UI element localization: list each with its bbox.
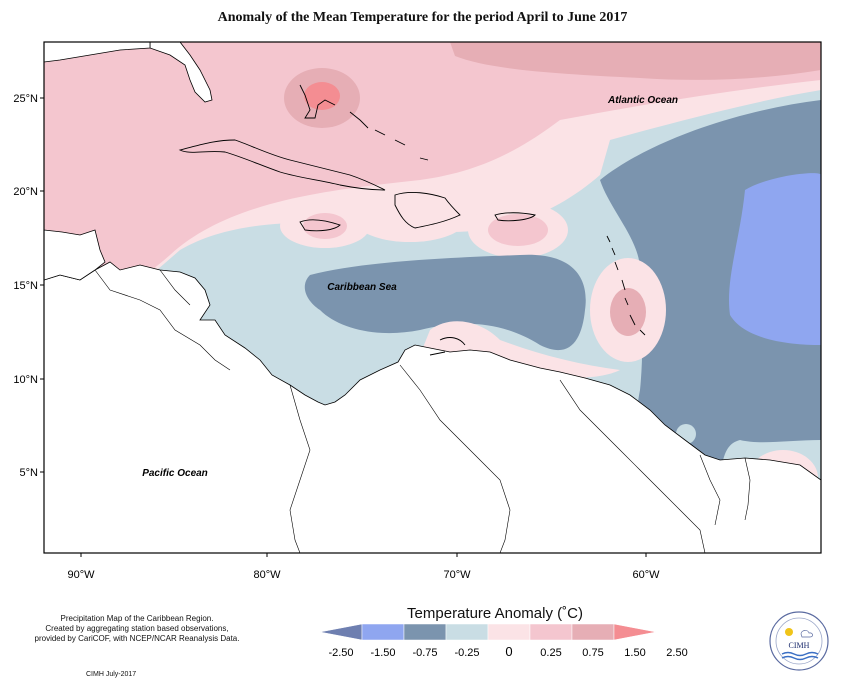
logo-text: CIMH bbox=[789, 641, 810, 650]
map-frame bbox=[43, 41, 822, 554]
legend-swatch bbox=[487, 623, 531, 641]
lat-tick-label: 15°N bbox=[13, 280, 38, 292]
temperature-anomaly-map: Atlantic Ocean Caribbean Sea Pacific Oce… bbox=[13, 41, 822, 581]
legend-title: Temperature Anomaly (˚C) bbox=[407, 605, 583, 622]
island-cuba bbox=[178, 139, 386, 191]
land-mainland bbox=[44, 261, 821, 553]
legend-swatch bbox=[403, 623, 447, 641]
wave-icon bbox=[781, 651, 819, 657]
legend-tick-label: -1.50 bbox=[370, 647, 395, 659]
land-florida bbox=[149, 42, 213, 103]
legend-tick-label: 2.50 bbox=[666, 647, 687, 659]
legend-swatch bbox=[319, 623, 363, 641]
cimh-logo: CIMH bbox=[769, 611, 829, 671]
border-colombia-venezuela bbox=[399, 364, 511, 554]
lat-tick-label: 5°N bbox=[20, 467, 39, 479]
footer-line: Precipitation Map of the Caribbean Regio… bbox=[60, 614, 214, 623]
lon-axis: 90°W 80°W 70°W 60°W bbox=[67, 553, 660, 581]
legend-tick-label: -0.25 bbox=[454, 647, 479, 659]
island-turks-caicos bbox=[349, 111, 429, 161]
border-suriname-guiana bbox=[744, 457, 751, 521]
legend-tick-label: 1.50 bbox=[624, 647, 645, 659]
label-atlantic-ocean: Atlantic Ocean bbox=[607, 95, 678, 106]
label-pacific-ocean: Pacific Ocean bbox=[142, 468, 208, 479]
country-borders bbox=[94, 269, 751, 554]
lon-tick-label: 80°W bbox=[253, 569, 281, 581]
logo-ring bbox=[769, 611, 829, 671]
legend-ticks: -2.50 -1.50 -0.75 -0.25 0 0.25 0.75 1.50 2.50 bbox=[328, 644, 687, 659]
legend-tick-label: 0 bbox=[505, 644, 512, 659]
lat-tick-label: 25°N bbox=[13, 93, 38, 105]
lon-tick-label: 90°W bbox=[67, 569, 95, 581]
legend-swatch bbox=[445, 623, 489, 641]
legend-color-bar bbox=[319, 623, 657, 641]
lon-tick-label: 60°W bbox=[632, 569, 660, 581]
anomaly-ne-warm bbox=[450, 42, 821, 80]
footer-note: Precipitation Map of the Caribbean Regio… bbox=[12, 614, 262, 644]
footer-line: provided by CariCOF, with NCEP/NCAR Rean… bbox=[34, 634, 240, 643]
legend-swatch bbox=[529, 623, 573, 641]
legend-swatch bbox=[571, 623, 615, 641]
island-hispaniola bbox=[394, 191, 461, 229]
footer-line: Created by aggregating station based obs… bbox=[45, 624, 229, 633]
legend-tick-label: 0.75 bbox=[582, 647, 603, 659]
island-abc bbox=[429, 337, 466, 356]
lat-tick-label: 20°N bbox=[13, 186, 38, 198]
island-bahamas bbox=[299, 84, 336, 119]
anomaly-atlantic-coldest bbox=[728, 173, 821, 345]
sun-icon bbox=[785, 628, 793, 636]
border-guyana-suriname bbox=[699, 454, 721, 526]
land-yucatan bbox=[44, 229, 106, 281]
anomaly-lesser-antilles-core bbox=[610, 288, 646, 336]
wave-icon bbox=[781, 655, 819, 661]
legend-tick-label: 0.25 bbox=[540, 647, 561, 659]
anomaly-bahamas-core bbox=[304, 82, 340, 110]
lat-axis: 25°N 20°N 15°N 10°N 5°N bbox=[13, 93, 44, 479]
label-caribbean-sea: Caribbean Sea bbox=[327, 282, 397, 293]
anomaly-puertorico-core bbox=[488, 214, 548, 246]
footer-credit: CIMH July-2017 bbox=[86, 671, 137, 678]
anomaly-caribbean-cold bbox=[304, 254, 586, 351]
legend-swatch bbox=[361, 623, 405, 641]
legend-tick-label: -0.75 bbox=[412, 647, 437, 659]
color-legend: -2.50 -1.50 -0.75 -0.25 0 0.25 0.75 1.50 2.50 bbox=[319, 623, 688, 659]
land-gulf-coast bbox=[44, 42, 151, 63]
lat-tick-label: 10°N bbox=[13, 374, 38, 386]
border-central-america-2 bbox=[159, 269, 191, 306]
anomaly-field bbox=[44, 42, 821, 553]
cloud-icon bbox=[800, 630, 813, 638]
border-colombia-west bbox=[289, 384, 311, 554]
border-central-america-1 bbox=[94, 269, 231, 371]
border-venezuela-brazil bbox=[559, 379, 706, 554]
map-title: Anomaly of the Mean Temperature for the … bbox=[217, 10, 628, 25]
legend-tick-label: -2.50 bbox=[328, 647, 353, 659]
island-jamaica bbox=[299, 219, 341, 232]
lon-tick-label: 70°W bbox=[443, 569, 471, 581]
legend-swatch bbox=[613, 623, 657, 641]
anomaly-hispaniola-pocket bbox=[355, 198, 465, 242]
logo-inner-ring bbox=[775, 617, 823, 665]
island-outlines bbox=[178, 84, 646, 356]
anomaly-jamaica-core bbox=[303, 213, 347, 239]
island-lesser-antilles bbox=[606, 235, 646, 336]
island-puerto-rico bbox=[494, 212, 536, 222]
